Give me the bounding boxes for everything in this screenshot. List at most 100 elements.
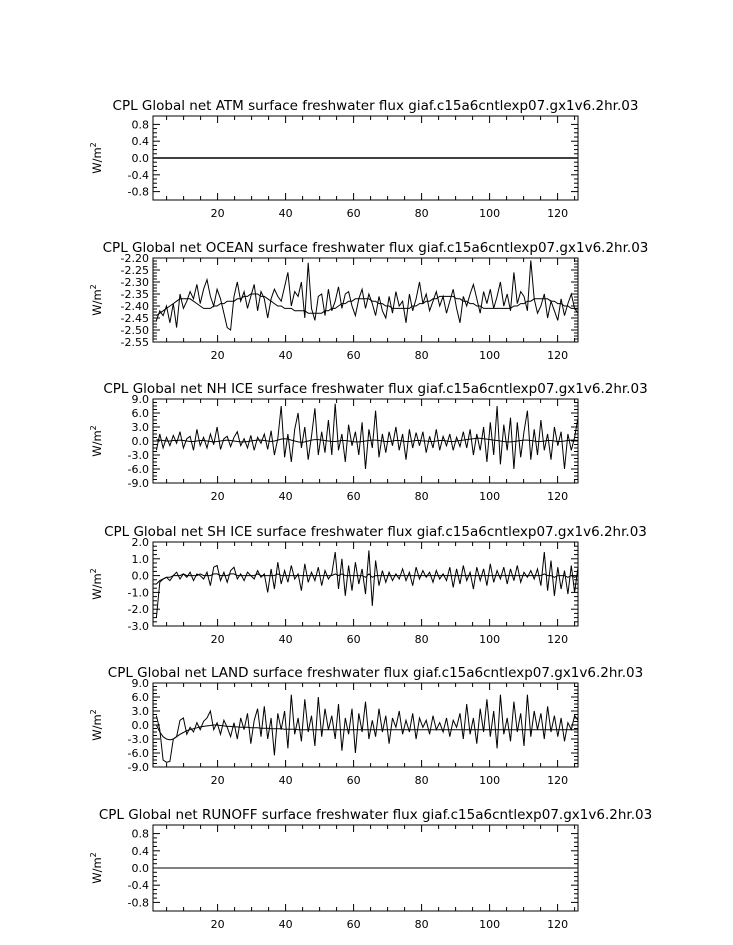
- y-tick-label: -9.0: [128, 477, 149, 490]
- y-tick-label: -3.0: [128, 733, 149, 746]
- y-tick-label: 2.0: [132, 536, 150, 549]
- y-axis-label-text: W/m: [90, 430, 104, 456]
- x-tick-label: 20: [211, 349, 225, 362]
- plot-frame: [152, 257, 579, 343]
- x-tick-label: 40: [279, 633, 293, 646]
- y-tick-label: -2.30: [121, 276, 149, 289]
- y-axis-label-sup: 2: [89, 425, 98, 430]
- panel-title: CPL Global net LAND surface freshwater f…: [108, 665, 643, 681]
- y-axis-label: W/m2: [89, 568, 104, 600]
- y-tick-label: -2.35: [121, 288, 149, 301]
- y-axis-label-text: W/m: [90, 573, 104, 599]
- y-axis-label: W/m2: [89, 284, 104, 316]
- panel-5: CPL Global net LAND surface freshwater f…: [89, 665, 643, 787]
- y-axis-label-sup: 2: [89, 852, 98, 857]
- y-tick-label: 1.0: [132, 553, 150, 566]
- x-tick-label: 40: [279, 918, 293, 931]
- y-tick-label: 0.0: [132, 570, 150, 583]
- panel-title: CPL Global net OCEAN surface freshwater …: [103, 240, 649, 256]
- x-tick-label: 60: [347, 774, 361, 787]
- y-tick-label: 0.4: [132, 845, 150, 858]
- x-tick-label: 120: [547, 774, 568, 787]
- y-tick-label: -0.8: [128, 896, 149, 909]
- y-axis-label-sup: 2: [89, 568, 98, 573]
- y-tick-label: -6.0: [128, 463, 149, 476]
- y-axis-label-text: W/m: [90, 714, 104, 740]
- panel-2: CPL Global net OCEAN surface freshwater …: [89, 240, 648, 362]
- panel-title: CPL Global net NH ICE surface freshwater…: [103, 381, 647, 397]
- x-tick-label: 40: [279, 207, 293, 220]
- y-tick-label: -9.0: [128, 761, 149, 774]
- y-tick-label: -6.0: [128, 747, 149, 760]
- y-tick-label: 0.0: [132, 435, 150, 448]
- y-tick-label: 6.0: [132, 407, 150, 420]
- y-axis-label: W/m2: [89, 142, 104, 174]
- series-line-1: [155, 694, 579, 763]
- plot-frame: [152, 541, 579, 627]
- y-tick-label: -1.0: [128, 586, 149, 599]
- y-tick-label: -3.0: [128, 620, 149, 633]
- panel-title: CPL Global net SH ICE surface freshwater…: [104, 524, 647, 540]
- x-tick-label: 100: [479, 490, 500, 503]
- x-tick-label: 100: [479, 633, 500, 646]
- series-line-2: [155, 724, 578, 741]
- x-tick-label: 60: [347, 633, 361, 646]
- panel-6: CPL Global net RUNOFF surface freshwater…: [89, 807, 652, 931]
- y-axis-label: W/m2: [89, 425, 104, 457]
- y-axis-label-sup: 2: [89, 142, 98, 147]
- y-axis-label-text: W/m: [90, 289, 104, 315]
- x-tick-label: 60: [347, 490, 361, 503]
- x-tick-label: 20: [211, 918, 225, 931]
- x-tick-label: 60: [347, 349, 361, 362]
- y-tick-label: 9.0: [132, 393, 150, 406]
- series-line-1: [155, 260, 579, 331]
- x-tick-label: 80: [415, 774, 429, 787]
- x-tick-label: 120: [547, 918, 568, 931]
- panel-1: CPL Global net ATM surface freshwater fl…: [89, 98, 638, 220]
- y-tick-label: 3.0: [132, 421, 150, 434]
- x-tick-label: 100: [479, 349, 500, 362]
- x-tick-label: 20: [211, 207, 225, 220]
- x-tick-label: 80: [415, 918, 429, 931]
- y-tick-label: 0.4: [132, 135, 150, 148]
- x-tick-label: 60: [347, 207, 361, 220]
- x-tick-label: 100: [479, 774, 500, 787]
- x-tick-label: 80: [415, 349, 429, 362]
- y-tick-label: -2.45: [121, 312, 149, 325]
- series-line-1: [155, 403, 579, 470]
- y-axis-label: W/m2: [89, 709, 104, 741]
- y-tick-label: -0.4: [128, 879, 149, 892]
- series-line-2: [156, 293, 578, 317]
- x-tick-label: 40: [279, 349, 293, 362]
- y-tick-label: 3.0: [132, 705, 150, 718]
- y-tick-label: -2.40: [121, 300, 149, 313]
- y-tick-label: -3.0: [128, 449, 149, 462]
- x-tick-label: 100: [479, 207, 500, 220]
- series-line-2: [156, 437, 579, 443]
- y-tick-label: 0.0: [132, 862, 150, 875]
- y-tick-label: 0.0: [132, 719, 150, 732]
- x-tick-label: 20: [211, 633, 225, 646]
- x-tick-label: 120: [547, 633, 568, 646]
- y-axis-label: W/m2: [89, 852, 104, 884]
- y-tick-label: 0.0: [132, 152, 150, 165]
- y-tick-label: -0.4: [128, 169, 149, 182]
- x-tick-label: 120: [547, 349, 568, 362]
- y-tick-label: 6.0: [132, 691, 150, 704]
- y-tick-label: -0.8: [128, 186, 149, 199]
- series-line-2: [156, 573, 579, 585]
- x-tick-label: 100: [479, 918, 500, 931]
- x-tick-label: 80: [415, 633, 429, 646]
- y-axis-label-sup: 2: [89, 284, 98, 289]
- x-tick-label: 120: [547, 207, 568, 220]
- series-line-1: [155, 550, 579, 618]
- panel-3: CPL Global net NH ICE surface freshwater…: [89, 381, 648, 503]
- x-tick-label: 40: [279, 774, 293, 787]
- x-tick-label: 60: [347, 918, 361, 931]
- y-tick-label: 0.8: [132, 828, 150, 841]
- panel-4: CPL Global net SH ICE surface freshwater…: [89, 524, 647, 646]
- panel-title: CPL Global net ATM surface freshwater fl…: [113, 98, 639, 114]
- x-tick-label: 80: [415, 207, 429, 220]
- y-tick-label: 9.0: [132, 677, 150, 690]
